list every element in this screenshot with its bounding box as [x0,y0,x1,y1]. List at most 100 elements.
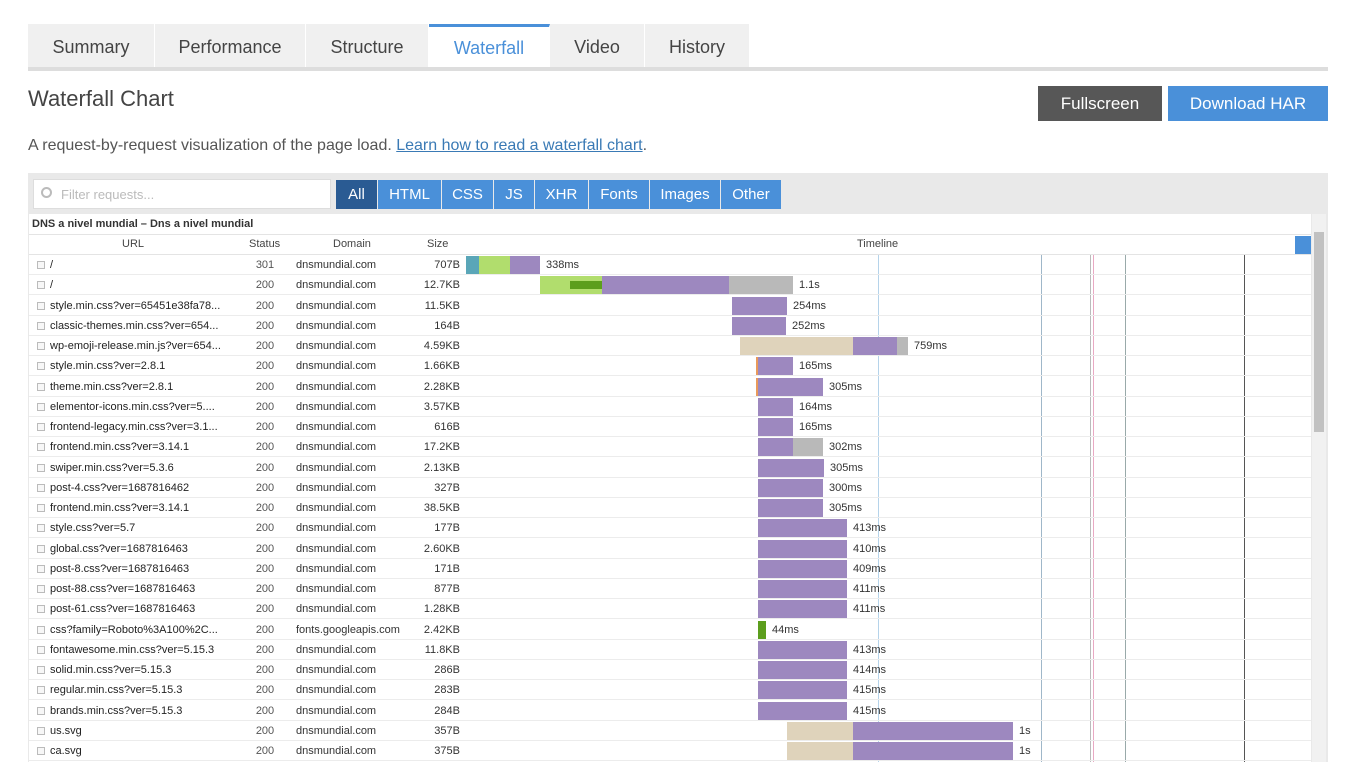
request-row[interactable] [29,599,1311,620]
learn-link[interactable]: Learn how to read a waterfall chart [396,137,643,154]
request-row[interactable] [29,377,1311,397]
timeline-segment [732,296,787,315]
tab[interactable]: History [645,24,750,70]
expand-icon[interactable] [37,443,45,452]
expand-icon[interactable] [37,281,45,290]
request-row[interactable] [29,296,1311,316]
column-header[interactable]: URL [122,238,145,250]
filter-button[interactable]: Images [650,180,720,209]
request-row[interactable] [29,620,1311,640]
expand-icon[interactable] [37,686,45,695]
tab[interactable]: Structure [306,24,429,70]
request-row[interactable] [29,397,1311,417]
tab[interactable]: Summary [28,24,155,70]
column-header[interactable]: Timeline [857,238,899,250]
expand-icon[interactable] [37,261,45,269]
column-header[interactable]: Size [427,238,449,250]
expand-icon[interactable] [37,342,45,350]
expand-icon[interactable] [37,463,45,472]
expand-icon[interactable] [37,483,45,492]
expand-icon[interactable] [37,625,45,634]
expand-icon[interactable] [37,524,45,533]
request-row[interactable] [29,640,1311,660]
request-size: 1.66KB [423,360,460,373]
request-row[interactable] [29,660,1311,680]
request-row[interactable] [29,478,1311,498]
request-time: 254ms [793,299,827,312]
request-row[interactable] [29,275,1311,296]
request-row[interactable] [29,518,1311,539]
expand-icon[interactable] [37,666,45,674]
request-domain: dnsmundial.com [296,319,377,332]
filter-button[interactable]: HTML [378,180,441,209]
filter-placeholder: Filter requests... [61,187,155,202]
request-domain: dnsmundial.com [296,664,377,676]
timeline-toggle[interactable] [1295,236,1311,254]
expand-icon[interactable] [37,321,45,330]
request-status: 200 [255,441,275,454]
expand-icon[interactable] [37,585,45,593]
timeline-segment [740,337,853,355]
expand-icon[interactable] [37,605,45,614]
download-har-button[interactable]: Download HAR [1168,86,1328,121]
request-row[interactable] [29,437,1311,458]
expand-icon[interactable] [37,382,45,391]
filter-button[interactable]: Other [721,180,781,209]
request-url: swiper.min.css?ver=5.3.6 [50,461,174,474]
filter-input[interactable] [33,179,331,209]
expand-icon[interactable] [37,726,45,735]
filter-button[interactable]: CSS [442,180,493,209]
filter-button[interactable]: Fonts [589,180,649,209]
expand-icon[interactable] [37,564,45,573]
request-row[interactable] [29,539,1311,559]
column-header[interactable]: Domain [333,238,371,250]
expand-icon[interactable] [37,706,45,715]
timeline-segment [793,438,823,457]
request-time: 300ms [829,481,863,494]
timeline-segment [758,600,847,619]
fullscreen-button[interactable]: Fullscreen [1038,86,1162,121]
request-status: 200 [255,562,275,575]
request-row[interactable] [29,316,1311,336]
request-row[interactable] [29,741,1311,761]
request-time: 1.1s [799,279,820,292]
expand-icon[interactable] [37,747,45,755]
expand-icon[interactable] [37,544,45,553]
request-size: 3.57KB [423,400,460,413]
column-header[interactable]: Status [249,238,281,250]
request-time: 1s [1019,745,1031,757]
request-row[interactable] [29,559,1311,579]
expand-icon[interactable] [37,301,45,310]
filter-button[interactable]: All [336,180,377,209]
request-row[interactable] [29,498,1311,518]
request-row[interactable] [29,701,1311,721]
request-row[interactable] [29,417,1311,437]
request-row[interactable] [29,356,1311,377]
tab[interactable]: Performance [155,24,306,70]
expand-icon[interactable] [37,423,45,431]
filter-button[interactable]: JS [494,180,534,209]
request-row[interactable] [29,255,1311,275]
request-row[interactable] [29,458,1311,478]
request-time: 415ms [853,704,887,717]
timeline-segment [758,580,847,598]
request-url: solid.min.css?ver=5.15.3 [50,664,172,676]
filter-button[interactable]: XHR [535,180,588,209]
tab[interactable]: Waterfall [429,24,550,70]
expand-icon[interactable] [37,504,45,512]
request-row[interactable] [29,579,1311,599]
request-status: 200 [255,664,275,676]
tab[interactable]: Video [550,24,645,70]
expand-icon[interactable] [37,402,45,411]
request-row[interactable] [29,721,1311,741]
expand-icon[interactable] [37,362,45,371]
timeline-segment [897,337,908,355]
expand-icon[interactable] [37,645,45,654]
request-row[interactable] [29,680,1311,701]
request-size: 357B [434,724,460,737]
timeline-segment [732,316,786,335]
timing-marker [1125,255,1126,762]
request-status: 200 [255,400,275,413]
request-row[interactable] [29,336,1311,356]
